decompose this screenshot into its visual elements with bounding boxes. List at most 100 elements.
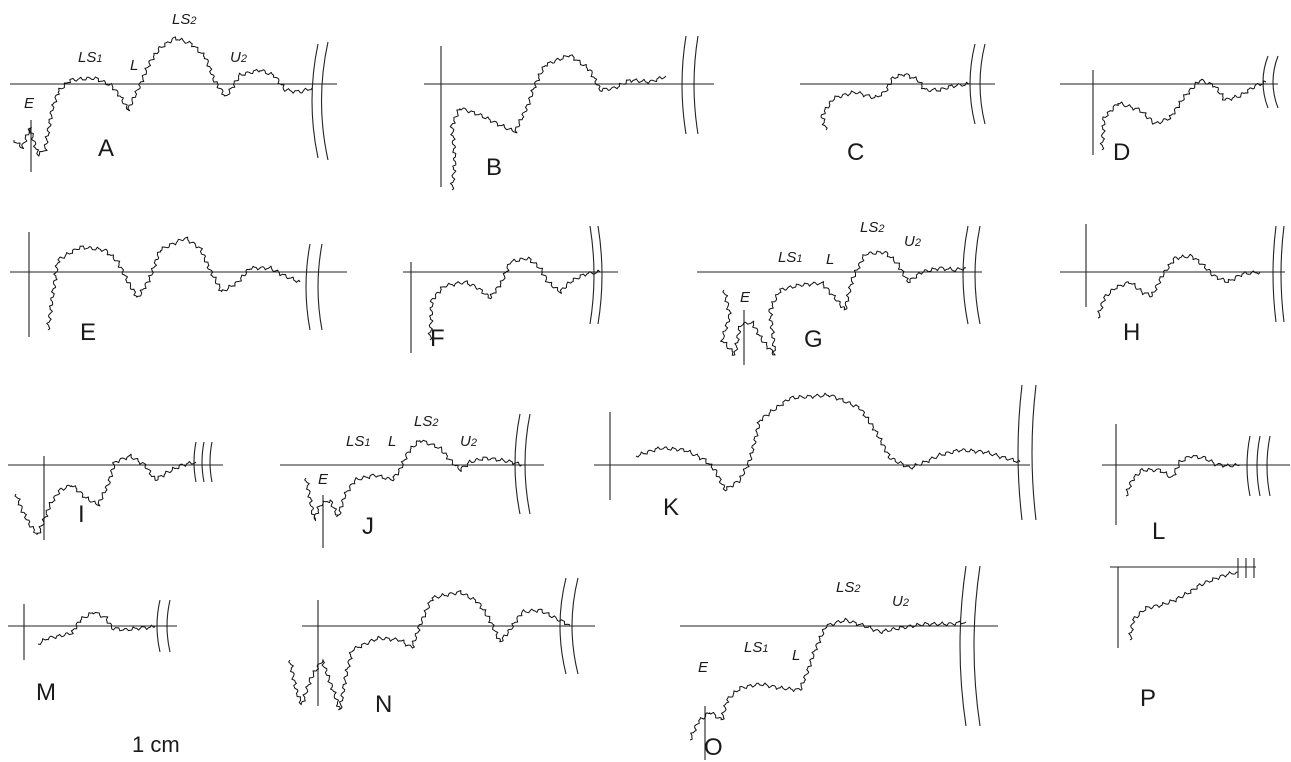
shell-margin-line	[597, 225, 603, 325]
lobe-label-ls1: LS1	[346, 433, 370, 450]
suture-line	[37, 612, 156, 645]
shell-margin-line	[693, 35, 699, 135]
shell-margin-line	[681, 35, 687, 135]
shell-margin-line	[1256, 435, 1261, 497]
shell-margin-line	[1262, 55, 1269, 109]
suture-line	[304, 439, 523, 522]
suture-line	[1128, 571, 1239, 641]
lobe-label-ls2: LS2	[860, 219, 884, 236]
lobe-label-l: L	[130, 57, 138, 74]
shell-margin-line	[589, 225, 595, 325]
shell-margin-line	[514, 413, 521, 515]
shell-margin-line	[1280, 225, 1285, 323]
panel-i: I	[8, 441, 223, 540]
panel-e: E	[10, 232, 347, 346]
shell-margin-line	[1031, 384, 1037, 521]
lobe-label-l: L	[826, 251, 834, 268]
suture-line	[288, 590, 571, 711]
panel-label: K	[663, 494, 679, 521]
panel-b: B	[424, 35, 714, 191]
suture-line	[1099, 78, 1267, 151]
lobe-label-ls1: LS1	[778, 249, 802, 266]
lobe-label-ls2: LS2	[836, 579, 860, 596]
shell-margin-line	[193, 441, 197, 483]
shell-margin-line	[974, 225, 981, 325]
lobe-label-ls2: LS2	[172, 11, 196, 28]
suture-line	[689, 617, 967, 741]
panel-d: D	[1060, 55, 1279, 166]
suture-line	[1097, 253, 1261, 319]
panel-n: N	[288, 577, 595, 718]
panel-label: J	[362, 513, 374, 540]
lobe-label-l: L	[792, 647, 800, 664]
shell-margin-line	[524, 413, 531, 515]
lobe-label-u2: U2	[904, 233, 921, 250]
panel-p: P	[1110, 557, 1256, 712]
panel-label: I	[78, 501, 85, 528]
suture-line	[635, 392, 1021, 492]
shell-margin-line	[321, 41, 329, 161]
lobe-label-ls2: LS2	[414, 413, 438, 430]
panel-j: J E LS1 L LS2 U2	[280, 413, 544, 548]
panel-label: A	[98, 135, 114, 162]
panel-label: G	[804, 326, 823, 353]
suture-panels: A E LS1 L LS2 U2 B C D E F G E LS1 L LS2 U2 H I J E LS1 L LS2 U2…	[8, 11, 1290, 761]
shell-margin-line	[973, 565, 981, 727]
panel-f: F	[403, 225, 618, 353]
panel-label: C	[847, 139, 864, 166]
panel-label: P	[1140, 685, 1156, 712]
lobe-label-e: E	[740, 289, 751, 306]
shell-margin-line	[559, 577, 567, 675]
shell-margin-line	[317, 243, 323, 331]
panel-m: M	[8, 599, 177, 706]
suture-line	[427, 256, 601, 341]
suture-line	[46, 236, 301, 331]
lobe-label-u2: U2	[460, 433, 477, 450]
shell-margin-line	[311, 43, 319, 159]
shell-margin-line	[979, 43, 986, 125]
shell-margin-line	[962, 225, 969, 325]
panel-a: A E LS1 L LS2 U2	[10, 11, 337, 172]
panel-g: G E LS1 L LS2 U2	[697, 219, 982, 365]
lobe-label-e: E	[698, 659, 709, 676]
shell-margin-line	[969, 43, 976, 125]
shell-margin-line	[571, 577, 579, 675]
shell-margin-line	[209, 441, 213, 483]
lobe-label-ls1: LS1	[744, 639, 768, 656]
suture-line	[820, 73, 971, 131]
lobe-label-u2: U2	[892, 593, 909, 610]
suture-line	[13, 36, 313, 157]
lobe-label-e: E	[318, 471, 329, 488]
shell-margin-line	[201, 441, 205, 483]
panel-label: N	[375, 691, 392, 718]
panel-label: F	[430, 325, 445, 352]
shell-margin-line	[1272, 225, 1277, 323]
suture-line	[720, 250, 967, 356]
panel-label: M	[36, 679, 56, 706]
lobe-label-l: L	[388, 433, 396, 450]
shell-margin-line	[1017, 384, 1023, 521]
suture-line	[14, 453, 197, 536]
shell-margin-line	[959, 565, 967, 727]
panel-k: K	[594, 384, 1037, 521]
panel-c: C	[800, 43, 995, 166]
panel-label: D	[1113, 139, 1130, 166]
panel-l: L	[1102, 424, 1290, 545]
shell-margin-line	[1266, 435, 1271, 497]
shell-margin-line	[166, 599, 171, 653]
lobe-label-ls1: LS1	[78, 49, 102, 66]
shell-margin-line	[1272, 55, 1279, 109]
panel-label: H	[1123, 319, 1140, 346]
suture-line	[449, 54, 667, 191]
panel-label: B	[486, 154, 502, 181]
lobe-label-e: E	[24, 95, 35, 112]
scale-label: 1 cm	[132, 732, 180, 757]
shell-margin-line	[1246, 435, 1251, 497]
panel-label: L	[1152, 518, 1165, 545]
lobe-label-u2: U2	[230, 49, 247, 66]
shell-margin-line	[305, 243, 311, 331]
shell-margin-line	[156, 599, 161, 653]
panel-o: O E LS1 L LS2 U2	[680, 565, 998, 761]
panel-label: E	[80, 319, 96, 346]
